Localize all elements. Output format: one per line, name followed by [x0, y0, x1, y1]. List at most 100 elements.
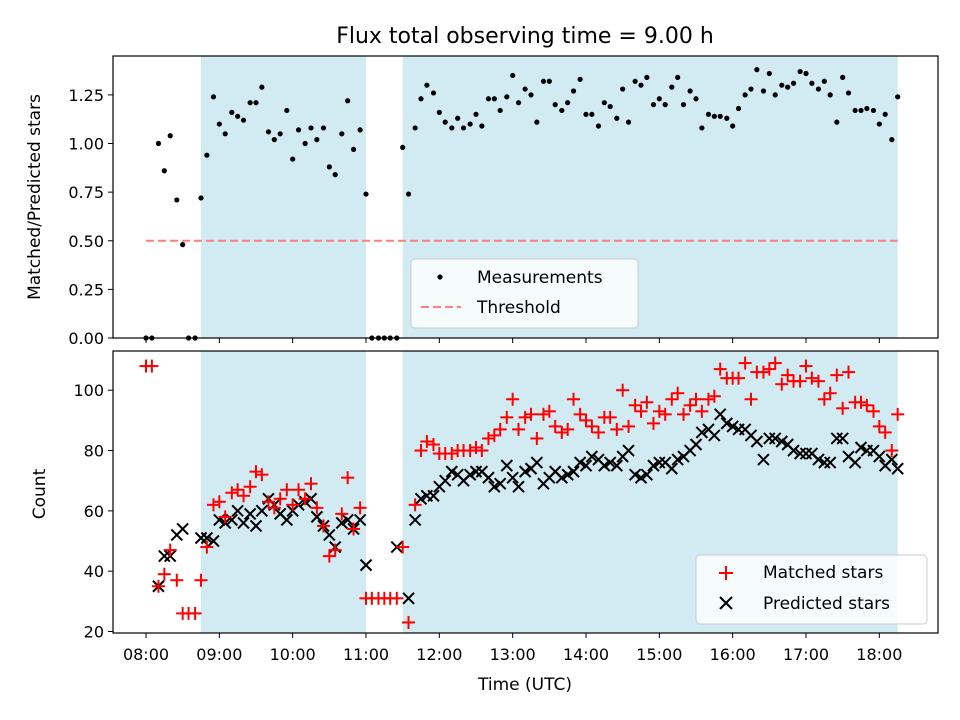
matched-star-point	[842, 365, 856, 379]
predicted-star-point	[323, 528, 336, 542]
matched-star-point	[335, 507, 349, 521]
predicted-star-point	[200, 531, 214, 545]
measurement-point	[473, 111, 479, 117]
predicted-marker-stroke	[799, 447, 813, 460]
matched-star-point	[585, 419, 599, 433]
y-tick-label: 1.25	[68, 86, 104, 105]
measurement-point	[510, 72, 516, 79]
measurement-point	[834, 119, 840, 125]
predicted-marker-stroke	[506, 471, 519, 484]
predicted-star-point	[598, 459, 611, 472]
measurement-point	[271, 137, 277, 143]
predicted-star-point	[708, 429, 721, 442]
matched-star-point	[603, 410, 617, 424]
predicted-marker-stroke	[622, 444, 635, 457]
matched-star-point	[396, 540, 410, 554]
matched-star-point	[823, 386, 837, 400]
measurement-point	[607, 103, 613, 110]
matched-star-point	[298, 492, 312, 506]
predicted-star-point	[469, 465, 483, 478]
predicted-marker-stroke	[323, 528, 336, 542]
measurement-point	[259, 84, 265, 90]
predicted-star-point	[818, 456, 831, 469]
predicted-star-point	[488, 480, 501, 493]
predicted-star-point	[500, 459, 514, 472]
measurement-point	[479, 123, 485, 129]
predicted-marker-stroke	[463, 468, 477, 481]
predicted-marker-stroke	[603, 456, 617, 469]
predicted-marker-stroke	[598, 459, 611, 472]
matched-star-point	[658, 407, 672, 421]
measurement-point	[265, 129, 272, 135]
measurement-point	[528, 92, 534, 98]
matched-star-point	[493, 422, 507, 436]
predicted-star-point	[335, 516, 349, 530]
predicted-star-point	[830, 432, 844, 445]
measurement-point	[815, 86, 822, 92]
predicted-star-point	[885, 453, 899, 466]
predicted-marker-stroke	[158, 549, 171, 563]
predicted-marker-stroke	[573, 456, 587, 469]
matched-star-point	[445, 447, 459, 461]
matched-star-point	[646, 416, 660, 430]
matched-star-point	[341, 471, 355, 485]
predicted-star-point	[640, 468, 654, 481]
measurement-point	[326, 164, 332, 170]
matched-star-point	[524, 407, 538, 421]
measurement-point	[852, 107, 858, 114]
predicted-star-point	[567, 465, 580, 478]
predicted-star-point	[414, 492, 428, 505]
matched-star-point	[237, 489, 251, 503]
matched-star-point	[322, 549, 336, 563]
measurement-point	[785, 84, 791, 90]
matched-star-point	[500, 410, 514, 424]
measurement-point	[895, 94, 901, 100]
legend-threshold-label: Threshold	[476, 298, 561, 318]
measurement-point	[430, 90, 437, 96]
matched-star-point	[347, 522, 361, 536]
measurement-point	[632, 78, 638, 84]
matched-star-point	[414, 444, 428, 458]
measurement-point	[840, 74, 846, 80]
matched-star-point	[872, 419, 886, 433]
predicted-star-point	[757, 453, 770, 466]
predicted-marker-stroke	[628, 468, 642, 481]
matched-star-point	[390, 591, 404, 605]
measurement-point	[845, 90, 852, 96]
matched-star-point	[267, 501, 281, 515]
predicted-star-point	[518, 465, 532, 478]
top-legend: Measurements Threshold	[410, 258, 639, 329]
measurement-point	[295, 127, 302, 133]
matched-star-point	[151, 579, 165, 593]
predicted-star-point	[634, 471, 648, 484]
predicted-star-point	[408, 513, 422, 527]
measurement-point	[515, 100, 522, 106]
measurement-point	[418, 96, 424, 102]
measurement-point	[797, 68, 803, 75]
measurement-point	[405, 191, 412, 197]
matched-star-point	[689, 392, 703, 406]
y-tick-label: 0.00	[68, 329, 104, 348]
measurement-point	[290, 156, 296, 162]
matched-star-point	[622, 419, 636, 433]
measurement-point	[638, 82, 644, 88]
legend-matched-marker	[719, 566, 733, 580]
measurement-point	[467, 121, 473, 127]
predicted-star-point	[665, 462, 679, 475]
y-tick-label: 1.00	[68, 135, 104, 154]
x-tick-label: 08:00	[123, 645, 169, 664]
matched-star-point	[408, 498, 422, 512]
predicted-marker-stroke	[249, 519, 263, 533]
predicted-marker-stroke	[812, 453, 825, 466]
measurement-point	[540, 78, 547, 84]
matched-star-point	[194, 573, 208, 587]
measurement-point	[180, 242, 186, 248]
predicted-marker-stroke	[194, 531, 208, 545]
predicted-star-point	[530, 456, 544, 469]
measurement-point	[735, 105, 742, 112]
measurement-point	[412, 125, 418, 131]
measurement-point	[253, 100, 259, 106]
predicted-marker-stroke	[781, 438, 794, 451]
matched-star-point	[713, 362, 727, 376]
